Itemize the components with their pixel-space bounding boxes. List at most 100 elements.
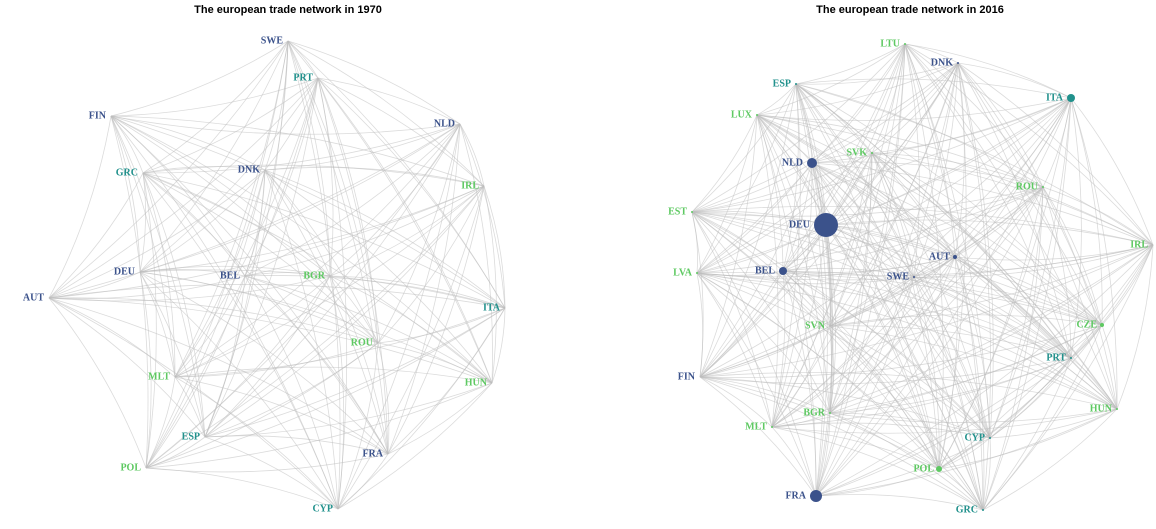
- node-label: ESP: [773, 78, 791, 89]
- edge: [829, 43, 906, 414]
- edge: [48, 284, 506, 309]
- edges: [48, 40, 1154, 511]
- edge: [483, 185, 506, 309]
- edge: [954, 256, 991, 439]
- edge: [795, 83, 1103, 326]
- edge: [771, 408, 1118, 434]
- edge: [811, 162, 1103, 326]
- edge: [287, 40, 485, 187]
- edge: [782, 270, 1118, 410]
- edge: [174, 40, 289, 378]
- edge: [795, 83, 1118, 410]
- node-label: PRT: [1046, 352, 1066, 363]
- edge: [174, 307, 506, 378]
- edge: [145, 382, 493, 469]
- edge: [142, 172, 206, 438]
- edge: [110, 115, 493, 384]
- edge: [696, 272, 984, 511]
- edge: [48, 169, 266, 299]
- node-label: HUN: [1090, 403, 1113, 414]
- edge: [387, 123, 461, 455]
- edge: [48, 115, 112, 299]
- node-dot: [1070, 357, 1072, 359]
- edge: [815, 408, 1118, 497]
- edge: [377, 342, 493, 384]
- edge: [139, 123, 461, 273]
- nodes: SWE PRT NLD FIN GRC DNK IRL DEU BEL BGR AUT ITA ROU M…: [23, 35, 1148, 515]
- edge: [139, 271, 493, 384]
- edge: [795, 83, 915, 278]
- edge: [110, 115, 379, 344]
- edge: [264, 169, 331, 277]
- edge: [139, 77, 319, 273]
- edge: [48, 77, 319, 299]
- edge: [871, 97, 1072, 154]
- edge: [699, 325, 831, 378]
- node-label: ITA: [483, 302, 501, 313]
- edge: [204, 275, 246, 438]
- edge: [982, 357, 1072, 511]
- edge: [913, 244, 1154, 278]
- edge: [756, 114, 1072, 359]
- edge: [691, 114, 758, 213]
- edge: [954, 186, 1044, 258]
- edge: [938, 408, 1118, 470]
- edge: [771, 422, 991, 439]
- node-dot: [953, 255, 957, 259]
- edge: [174, 376, 339, 510]
- edge: [329, 275, 345, 510]
- edge: [110, 115, 506, 309]
- node-label: SVN: [805, 320, 826, 331]
- edge: [145, 307, 506, 469]
- edge: [244, 275, 493, 384]
- edge: [491, 307, 506, 384]
- edge: [48, 297, 493, 384]
- edge: [329, 275, 506, 309]
- edge: [337, 342, 379, 510]
- edge: [317, 77, 379, 344]
- edge: [142, 172, 339, 510]
- edge: [264, 167, 485, 187]
- edge: [264, 169, 379, 344]
- edge: [696, 272, 831, 327]
- edge: [1070, 97, 1154, 246]
- edge: [957, 62, 1072, 359]
- node-label: GRC: [956, 504, 978, 515]
- edge: [771, 244, 1154, 428]
- edge: [142, 172, 493, 384]
- node-dot: [810, 490, 822, 502]
- edge: [287, 40, 389, 455]
- node-label: POL: [120, 462, 141, 473]
- edge: [329, 123, 461, 277]
- node-label: LTU: [880, 38, 900, 49]
- edge: [982, 324, 1103, 511]
- edge: [771, 426, 984, 511]
- edge: [204, 275, 331, 438]
- edge: [145, 275, 331, 469]
- edge: [139, 271, 152, 469]
- edge: [699, 83, 797, 378]
- edge: [244, 275, 379, 344]
- edge: [829, 325, 991, 439]
- edge: [337, 382, 493, 510]
- edge: [756, 97, 1072, 121]
- edge: [691, 211, 831, 414]
- edge: [329, 275, 493, 384]
- edge: [771, 276, 915, 428]
- edge: [110, 115, 206, 438]
- edge: [139, 172, 147, 273]
- edge: [174, 275, 246, 378]
- node-label: ROU: [1016, 181, 1038, 192]
- edge: [174, 366, 493, 384]
- edge: [825, 186, 1044, 226]
- edge: [48, 275, 331, 302]
- edge: [142, 172, 389, 455]
- edge: [699, 357, 1072, 385]
- edge: [782, 267, 915, 278]
- edge: [989, 357, 1072, 439]
- edge: [204, 40, 289, 438]
- edge: [825, 219, 1154, 246]
- edge: [829, 256, 956, 327]
- edge: [139, 185, 485, 273]
- edge: [829, 43, 906, 327]
